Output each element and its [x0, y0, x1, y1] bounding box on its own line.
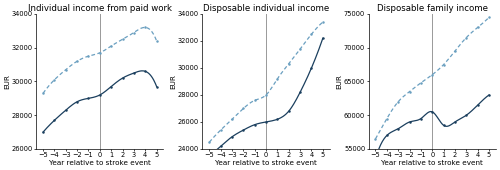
Y-axis label: EUR: EUR	[336, 74, 342, 89]
X-axis label: Year relative to stroke event: Year relative to stroke event	[49, 160, 151, 166]
Y-axis label: EUR: EUR	[4, 74, 10, 89]
Y-axis label: EUR: EUR	[170, 74, 176, 89]
X-axis label: Year relative to stroke event: Year relative to stroke event	[382, 160, 483, 166]
Title: Disposable individual income: Disposable individual income	[203, 4, 329, 13]
X-axis label: Year relative to stroke event: Year relative to stroke event	[215, 160, 317, 166]
Title: Individual income from paid work: Individual income from paid work	[28, 4, 172, 13]
Title: Disposable family income: Disposable family income	[377, 4, 488, 13]
